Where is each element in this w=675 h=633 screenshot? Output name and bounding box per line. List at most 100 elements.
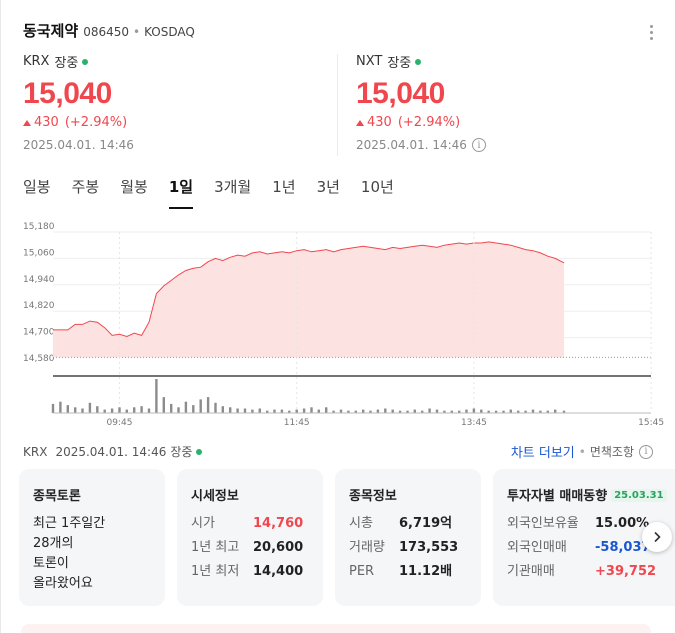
volume-bar <box>376 409 380 413</box>
more-options-icon[interactable] <box>643 22 659 42</box>
bottom-banner <box>21 624 651 633</box>
tab-daily[interactable]: 일봉 <box>23 178 51 196</box>
market-label: KOSDAQ <box>144 25 195 39</box>
tab-3months[interactable]: 3개월 <box>214 178 252 196</box>
tab-monthly[interactable]: 월봉 <box>120 178 148 196</box>
volume-bar <box>398 410 402 413</box>
volume-bar <box>524 410 527 413</box>
investor-date-badge: 25.03.31 <box>611 489 667 502</box>
volume-bar <box>435 409 439 413</box>
quote-value: 14,760 <box>253 516 304 531</box>
discussion-line: 최근 1주일간 <box>33 516 106 531</box>
stock-name[interactable]: 동국제약 <box>23 22 79 40</box>
tab-1year[interactable]: 1년 <box>272 178 296 196</box>
investor-row: 외국인매매 -58,037 <box>507 536 669 560</box>
quote-row: 시가 14,760 <box>191 512 309 536</box>
volume-bar <box>147 408 151 413</box>
volume-bar <box>317 409 320 413</box>
volume-bar <box>140 406 143 413</box>
y-tick-label: 15,180 <box>23 222 55 232</box>
tab-3years[interactable]: 3년 <box>316 178 340 196</box>
tab-10years[interactable]: 10년 <box>360 178 394 196</box>
volume-bar <box>406 410 409 413</box>
volume-bar <box>369 410 372 413</box>
investor-row: 기관매매 +39,752 <box>507 560 669 584</box>
info-icon[interactable]: i <box>639 444 653 459</box>
footer-links: 차트 더보기 • 면책조항 i <box>511 442 653 461</box>
volume-bar <box>554 409 557 413</box>
volume-bar <box>421 410 424 413</box>
volume-bar <box>302 408 306 413</box>
info-icon[interactable]: i <box>471 138 486 152</box>
volume-bar <box>310 407 313 413</box>
quote-value: 20,600 <box>253 540 304 555</box>
tab-1day[interactable]: 1일 <box>168 176 194 209</box>
volume-bar <box>413 409 416 413</box>
volume-bar <box>206 397 210 413</box>
chart-more-link[interactable]: 차트 더보기 <box>510 446 575 461</box>
disclaimer-link[interactable]: 면책조항 <box>589 445 634 459</box>
volume-bar <box>66 405 69 413</box>
quote-label: 시가 <box>191 516 215 531</box>
investor-value: +39,752 <box>595 564 657 579</box>
quote-tile[interactable]: 시세정보 시가 14,760 1년 최고 20,600 1년 최저 14,400 <box>177 469 323 606</box>
krx-price: 15,040 <box>23 77 112 110</box>
stock-info-label: 거래량 <box>349 540 385 555</box>
investor-label: 외국인매매 <box>507 540 567 555</box>
volume-bar <box>347 410 350 413</box>
volume-bar <box>509 409 512 413</box>
header-separator: • <box>133 25 141 39</box>
nxt-change: 430 (+2.94%) <box>356 115 656 130</box>
discussion-title: 종목토론 <box>33 489 81 504</box>
volume-bar <box>562 410 566 413</box>
tab-weekly[interactable]: 주봉 <box>71 178 100 196</box>
krx-change-value: 430 <box>34 115 59 130</box>
footer-timestamp: 2025.04.01. 14:46 <box>55 444 167 459</box>
investor-title-row: 투자자별 매매동향 25.03.31 <box>507 485 669 504</box>
volume-bar <box>103 409 106 413</box>
period-tabs: 일봉 주봉 월봉 1일 3개월 1년 3년 10년 <box>23 176 415 209</box>
live-dot-icon <box>82 58 89 65</box>
volume-bar <box>443 410 446 413</box>
volume-bar <box>125 409 128 413</box>
quote-label: 1년 최고 <box>191 540 240 555</box>
volume-bar <box>391 409 394 413</box>
volume-bar <box>236 408 239 413</box>
stock-code: 086450 <box>83 25 130 39</box>
x-tick-label: 09:45 <box>106 418 132 428</box>
stock-info-label: 시총 <box>349 516 373 531</box>
volume-bar <box>133 407 136 413</box>
volume-bar <box>325 407 328 413</box>
volume-bar <box>288 410 291 413</box>
volume-bar <box>354 410 357 413</box>
volume-bar <box>251 409 254 413</box>
quote-row: 1년 최저 14,400 <box>191 560 309 584</box>
investor-title: 투자자별 매매동향 <box>507 489 608 504</box>
volume-bar <box>450 410 453 413</box>
y-tick-label: 15,060 <box>23 248 55 258</box>
investor-value: -58,037 <box>595 540 651 555</box>
stock-info-value: 6,719억 <box>399 516 453 531</box>
up-triangle-icon <box>23 119 31 126</box>
stock-info-tile[interactable]: 종목정보 시총 6,719억 거래량 173,553 PER 11.12배 <box>335 469 481 606</box>
discussion-line: 28개의 <box>33 536 74 551</box>
up-triangle-icon <box>356 119 364 126</box>
volume-bar <box>273 409 276 413</box>
quote-label: 1년 최저 <box>191 564 240 579</box>
stock-info-value: 173,553 <box>399 540 459 555</box>
nxt-market-label: NXT <box>356 54 383 69</box>
volume-bar <box>59 401 62 413</box>
investor-label: 기관매매 <box>507 564 555 579</box>
volume-bar <box>502 410 505 413</box>
quote-value: 14,400 <box>253 564 304 579</box>
volume-bar <box>229 407 232 413</box>
nxt-price: 15,040 <box>356 77 445 110</box>
live-dot-icon <box>196 448 203 455</box>
stock-info-row: PER 11.12배 <box>349 560 467 584</box>
intraday-chart[interactable]: 15,180 15,060 14,940 14,820 14,700 14,580 09:4… <box>1 222 675 432</box>
next-tile-button[interactable] <box>642 522 672 552</box>
price-line <box>53 241 565 338</box>
krx-timestamp: 2025.04.01. 14:46 <box>23 138 134 152</box>
price-area <box>53 241 564 358</box>
discussion-tile[interactable]: 종목토론 최근 1주일간 28개의 토론이 올라왔어요 <box>19 469 165 606</box>
